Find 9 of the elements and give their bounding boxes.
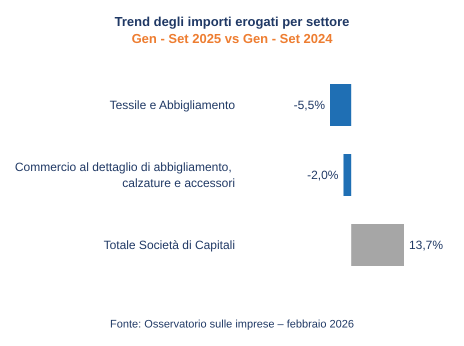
source-note: Fonte: Osservatorio sulle imprese – febbraio 2026 <box>110 318 354 330</box>
data-label: -5,5% <box>294 98 326 112</box>
y-tick-label: Commercio al dettaglio di abbigliamento, calzature e accessori <box>14 160 235 190</box>
data-label: 13,7% <box>409 238 444 252</box>
data-label: -2,0% <box>307 168 339 182</box>
y-tick-label: Tessile e Abbigliamento <box>110 98 236 112</box>
chart-subtitle: Gen - Set 2025 vs Gen - Set 2024 <box>132 31 334 46</box>
y-tick-label: Totale Società di Capitali <box>104 238 235 252</box>
chart-title: Trend degli importi erogati per settore <box>114 14 350 29</box>
